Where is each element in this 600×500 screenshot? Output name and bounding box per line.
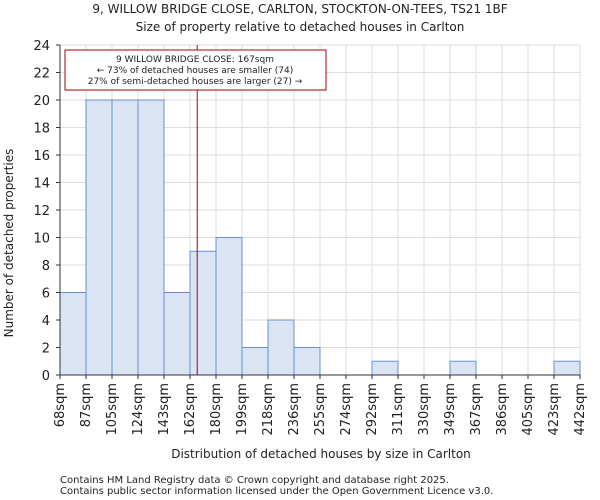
x-tick-label: 143sqm	[157, 383, 172, 436]
y-tick-label: 24	[33, 39, 50, 54]
x-tick-label: 274sqm	[339, 383, 354, 436]
x-tick-label: 349sqm	[443, 383, 458, 436]
x-tick-label: 87sqm	[79, 383, 94, 427]
x-tick-label: 423sqm	[547, 383, 562, 436]
x-tick-label: 292sqm	[365, 383, 380, 436]
annotation-border	[64, 49, 327, 91]
bar	[215, 237, 243, 376]
annotation-box: 9 WILLOW BRIDGE CLOSE: 167sqm← 73% of de…	[64, 49, 327, 91]
x-tick-label: 105sqm	[105, 383, 120, 436]
bar	[371, 360, 399, 376]
x-tick-label: 180sqm	[209, 383, 224, 436]
x-axis-label: Distribution of detached houses by size …	[171, 447, 471, 461]
x-tick-label: 124sqm	[131, 383, 146, 436]
x-tick-label: 367sqm	[469, 383, 484, 436]
bar	[241, 347, 269, 376]
x-tick-label: 236sqm	[287, 383, 302, 436]
bar	[553, 360, 581, 376]
bar	[449, 360, 477, 376]
x-tick-label: 68sqm	[53, 383, 68, 427]
y-tick-label: 0	[42, 369, 50, 384]
bar	[137, 99, 165, 376]
x-tick-label: 330sqm	[417, 383, 432, 436]
y-tick-label: 10	[33, 232, 50, 247]
x-tick-label: 311sqm	[391, 383, 406, 436]
y-tick-label: 14	[33, 177, 50, 192]
bar	[293, 347, 321, 376]
y-tick-label: 4	[42, 314, 50, 329]
bar	[189, 250, 217, 376]
annotation-line-1: 9 WILLOW BRIDGE CLOSE: 167sqm	[116, 55, 274, 65]
y-tick-label: 18	[33, 122, 50, 137]
annotation-line-3: 27% of semi-detached houses are larger (…	[88, 77, 303, 87]
x-tick-label: 405sqm	[521, 383, 536, 436]
annotation-line-2: ← 73% of detached houses are smaller (74…	[97, 66, 294, 76]
x-tick-label: 199sqm	[235, 383, 250, 436]
x-tick-label: 162sqm	[183, 383, 198, 436]
chart-title: 9, WILLOW BRIDGE CLOSE, CARLTON, STOCKTO…	[92, 2, 507, 16]
x-tick-label: 442sqm	[573, 383, 588, 436]
y-tick-label: 8	[42, 259, 50, 274]
y-tick-label: 20	[33, 94, 50, 109]
y-tick-label: 16	[33, 149, 50, 164]
y-tick-label: 22	[33, 67, 50, 82]
bar	[267, 319, 295, 376]
x-ticks: 68sqm 87sqm 105sqm 124sqm 143sqm 162sqm 180sqm…	[53, 375, 588, 436]
x-tick-label: 386sqm	[495, 383, 510, 436]
bar	[111, 99, 139, 376]
bar	[59, 292, 87, 376]
footer-line-1: Contains HM Land Registry data © Crown c…	[60, 475, 449, 486]
y-tick-label: 2	[42, 342, 50, 357]
x-tick-label: 218sqm	[261, 383, 276, 436]
y-tick-label: 12	[33, 204, 50, 219]
chart-subtitle: Size of property relative to detached ho…	[136, 20, 465, 34]
bar	[85, 99, 113, 376]
y-tick-label: 6	[42, 287, 50, 302]
bars	[59, 99, 581, 376]
y-axis-label: Number of detached properties	[2, 149, 16, 338]
footer-line-2: Contains public sector information licen…	[60, 486, 493, 497]
x-tick-label: 255sqm	[313, 383, 328, 436]
bar	[163, 292, 191, 376]
